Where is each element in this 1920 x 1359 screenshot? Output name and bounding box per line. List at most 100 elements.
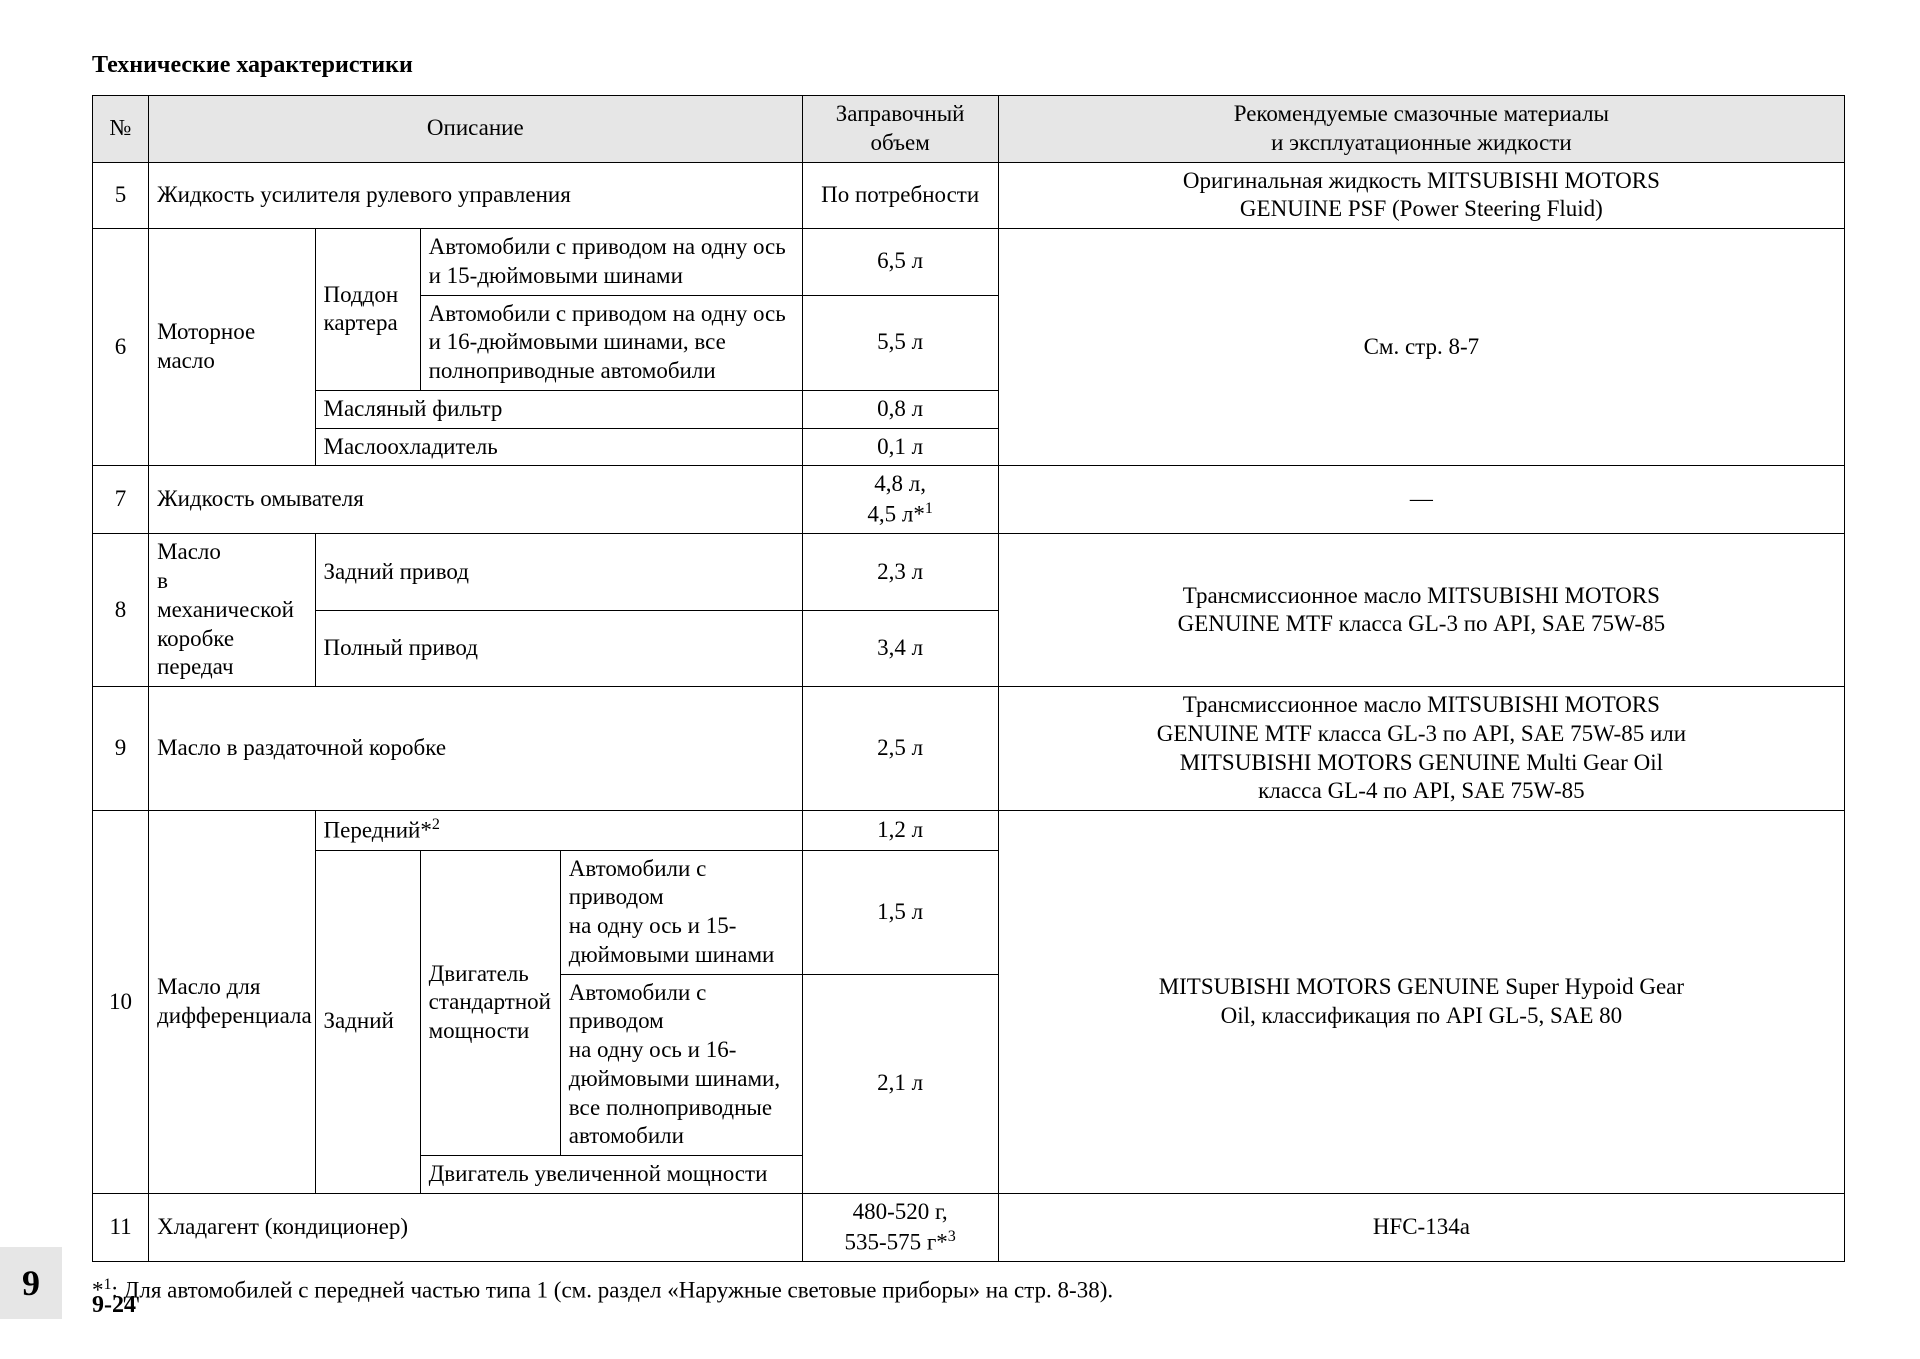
row10-rec: MITSUBISHI MOTORS GENUINE Super Hypoid G… [998, 811, 1844, 1194]
row10-desc-l1: Масло для [157, 974, 260, 999]
row10-std-l2: стандартной [429, 989, 551, 1014]
table-row: 9 Масло в раздаточной коробке 2,5 л Тран… [93, 687, 1845, 811]
row11-vol: 480-520 г, 535-575 г*3 [802, 1193, 998, 1261]
row8-desc: Масло в механической коробке передач [149, 534, 315, 687]
row5-rec-l1: Оригинальная жидкость MITSUBISHI MOTORS [1183, 168, 1660, 193]
row6-desc: Моторное масло [149, 229, 315, 466]
page-number: 9-24 [92, 1292, 136, 1319]
row7-desc: Жидкость омывателя [149, 466, 802, 534]
row10-std-b-l2: на одну ось и 16- [569, 1037, 737, 1062]
table-row: 11 Хладагент (кондиционер) 480-520 г, 53… [93, 1193, 1845, 1261]
row8-rec-l1: Трансмиссионное масло MITSUBISHI MOTORS [1183, 583, 1660, 608]
row9-rec-l1: Трансмиссионное масло MITSUBISHI MOTORS [1183, 692, 1660, 717]
row6-sub1b: Автомобили с приводом на одну ось и 16-д… [420, 295, 802, 390]
row10-std-b-l1: Автомобили с приводом [569, 980, 707, 1034]
row7-vol-sup: 1 [925, 500, 933, 517]
row5-vol: По потребности [802, 162, 998, 229]
table-row: 6 Моторное масло Поддон картера Автомоби… [93, 229, 1845, 296]
row10-std-b-l4: все полноприводные [569, 1095, 772, 1120]
row9-rec-l2: GENUINE MTF класса GL-3 по API, SAE 75W-… [1157, 721, 1686, 746]
row7-rec: — [998, 466, 1844, 534]
row10-std-l3: мощности [429, 1018, 530, 1043]
footnote: *1: Для автомобилей с передней частью ти… [92, 1276, 1845, 1304]
row8-desc-l3: коробке передач [157, 626, 234, 680]
row10-std-a-l2: на одну ось и 15- [569, 913, 737, 938]
table-header-row: № Описание Заправочный объем Рекомендуем… [93, 96, 1845, 163]
row6-sub1b-l2: и 16-дюймовыми шинами, все [429, 329, 726, 354]
row8-desc-l1: Масло [157, 539, 221, 564]
row6-rec: См. стр. 8-7 [998, 229, 1844, 466]
row10-front: Передний*2 [315, 811, 802, 850]
row10-rec-l1: MITSUBISHI MOTORS GENUINE Super Hypoid G… [1159, 974, 1684, 999]
footnote-sup: 1 [104, 1276, 112, 1293]
row10-front-a: Передний* [324, 818, 432, 843]
row9-rec-l3: MITSUBISHI MOTORS GENUINE Multi Gear Oil [1180, 750, 1663, 775]
row6-sub1a: Автомобили с приводом на одну ось и 15-д… [420, 229, 802, 296]
row10-front-sup: 2 [432, 816, 440, 833]
side-tab: 9 [0, 1247, 62, 1319]
row5-desc: Жидкость усилителя рулевого управления [149, 162, 802, 229]
row10-std-a: Автомобили с приводом на одну ось и 15- … [560, 850, 802, 974]
row6-sub1b-vol: 5,5 л [802, 295, 998, 390]
table-row: 8 Масло в механической коробке передач З… [93, 534, 1845, 610]
row11-vol-sup: 3 [948, 1228, 956, 1245]
row8-rec-l2: GENUINE MTF класса GL-3 по API, SAE 75W-… [1178, 611, 1666, 636]
header-vol: Заправочный объем [802, 96, 998, 163]
row5-rec-l2: GENUINE PSF (Power Steering Fluid) [1240, 196, 1603, 221]
header-num: № [93, 96, 149, 163]
row8-desc-l2: в механической [157, 568, 294, 622]
table-row: 5 Жидкость усилителя рулевого управления… [93, 162, 1845, 229]
header-rec-line1: Рекомендуемые смазочные материалы [1234, 101, 1609, 126]
row10-rec-l2: Oil, классификация по API GL-5, SAE 80 [1221, 1003, 1623, 1028]
table-row: 7 Жидкость омывателя 4,8 л, 4,5 л*1 — [93, 466, 1845, 534]
row8-sub1-vol: 2,3 л [802, 534, 998, 610]
footnote-text: : Для автомобилей с передней частью типа… [112, 1278, 1114, 1303]
row11-vol-l1: 480-520 г, [853, 1199, 948, 1224]
row6-sub1a-vol: 6,5 л [802, 229, 998, 296]
row11-num: 11 [93, 1193, 149, 1261]
row10-num: 10 [93, 811, 149, 1194]
row10-std: Двигатель стандартной мощности [420, 850, 560, 1156]
row10-std-b-l3: дюймовыми шинами, [569, 1066, 780, 1091]
row5-num: 5 [93, 162, 149, 229]
row10-std-a-l3: дюймовыми шинами [569, 942, 775, 967]
row7-vol: 4,8 л, 4,5 л*1 [802, 466, 998, 534]
row11-vol-l2a: 535-575 г* [844, 1229, 947, 1254]
row8-rec: Трансмиссионное масло MITSUBISHI MOTORS … [998, 534, 1844, 687]
page: Технические характеристики № Описание За… [0, 0, 1920, 1359]
row9-num: 9 [93, 687, 149, 811]
row6-sub1b-l3: полноприводные автомобили [429, 358, 716, 383]
row10-std-a-l1: Автомобили с приводом [569, 856, 707, 910]
row7-vol-l2a: 4,5 л* [867, 502, 924, 527]
row10-std-b: Автомобили с приводом на одну ось и 16- … [560, 974, 802, 1156]
row10-rear: Задний [315, 850, 420, 1193]
spec-table: № Описание Заправочный объем Рекомендуем… [92, 95, 1845, 1262]
row8-num: 8 [93, 534, 149, 687]
header-rec-line2: и эксплуатационные жидкости [1271, 130, 1572, 155]
row10-std-b-l5: автомобили [569, 1123, 684, 1148]
row8-sub2-vol: 3,4 л [802, 610, 998, 686]
row10-hp: Двигатель увеличенной мощности [420, 1156, 802, 1194]
row6-sub2: Масляный фильтр [315, 390, 802, 428]
row10-std-l1: Двигатель [429, 961, 529, 986]
row9-rec: Трансмиссионное масло MITSUBISHI MOTORS … [998, 687, 1844, 811]
row9-vol: 2,5 л [802, 687, 998, 811]
row9-desc: Масло в раздаточной коробке [149, 687, 802, 811]
table-row: 10 Масло для дифференциала Передний*2 1,… [93, 811, 1845, 850]
row6-sub3: Маслоохладитель [315, 428, 802, 466]
row5-rec: Оригинальная жидкость MITSUBISHI MOTORS … [998, 162, 1844, 229]
row10-desc-l2: дифференциала [157, 1003, 312, 1028]
row11-desc: Хладагент (кондиционер) [149, 1193, 802, 1261]
row10-front-vol: 1,2 л [802, 811, 998, 850]
row9-rec-l4: класса GL-4 по API, SAE 75W-85 [1258, 778, 1585, 803]
row6-num: 6 [93, 229, 149, 466]
header-rec: Рекомендуемые смазочные материалы и эксп… [998, 96, 1844, 163]
row11-rec: HFC-134a [998, 1193, 1844, 1261]
row6-sub3-vol: 0,1 л [802, 428, 998, 466]
row10-std-b-vol: 2,1 л [802, 974, 998, 1193]
row7-num: 7 [93, 466, 149, 534]
row8-sub1: Задний привод [315, 534, 802, 610]
row6-sub2-vol: 0,8 л [802, 390, 998, 428]
row10-desc: Масло для дифференциала [149, 811, 315, 1194]
row10-std-a-vol: 1,5 л [802, 850, 998, 974]
